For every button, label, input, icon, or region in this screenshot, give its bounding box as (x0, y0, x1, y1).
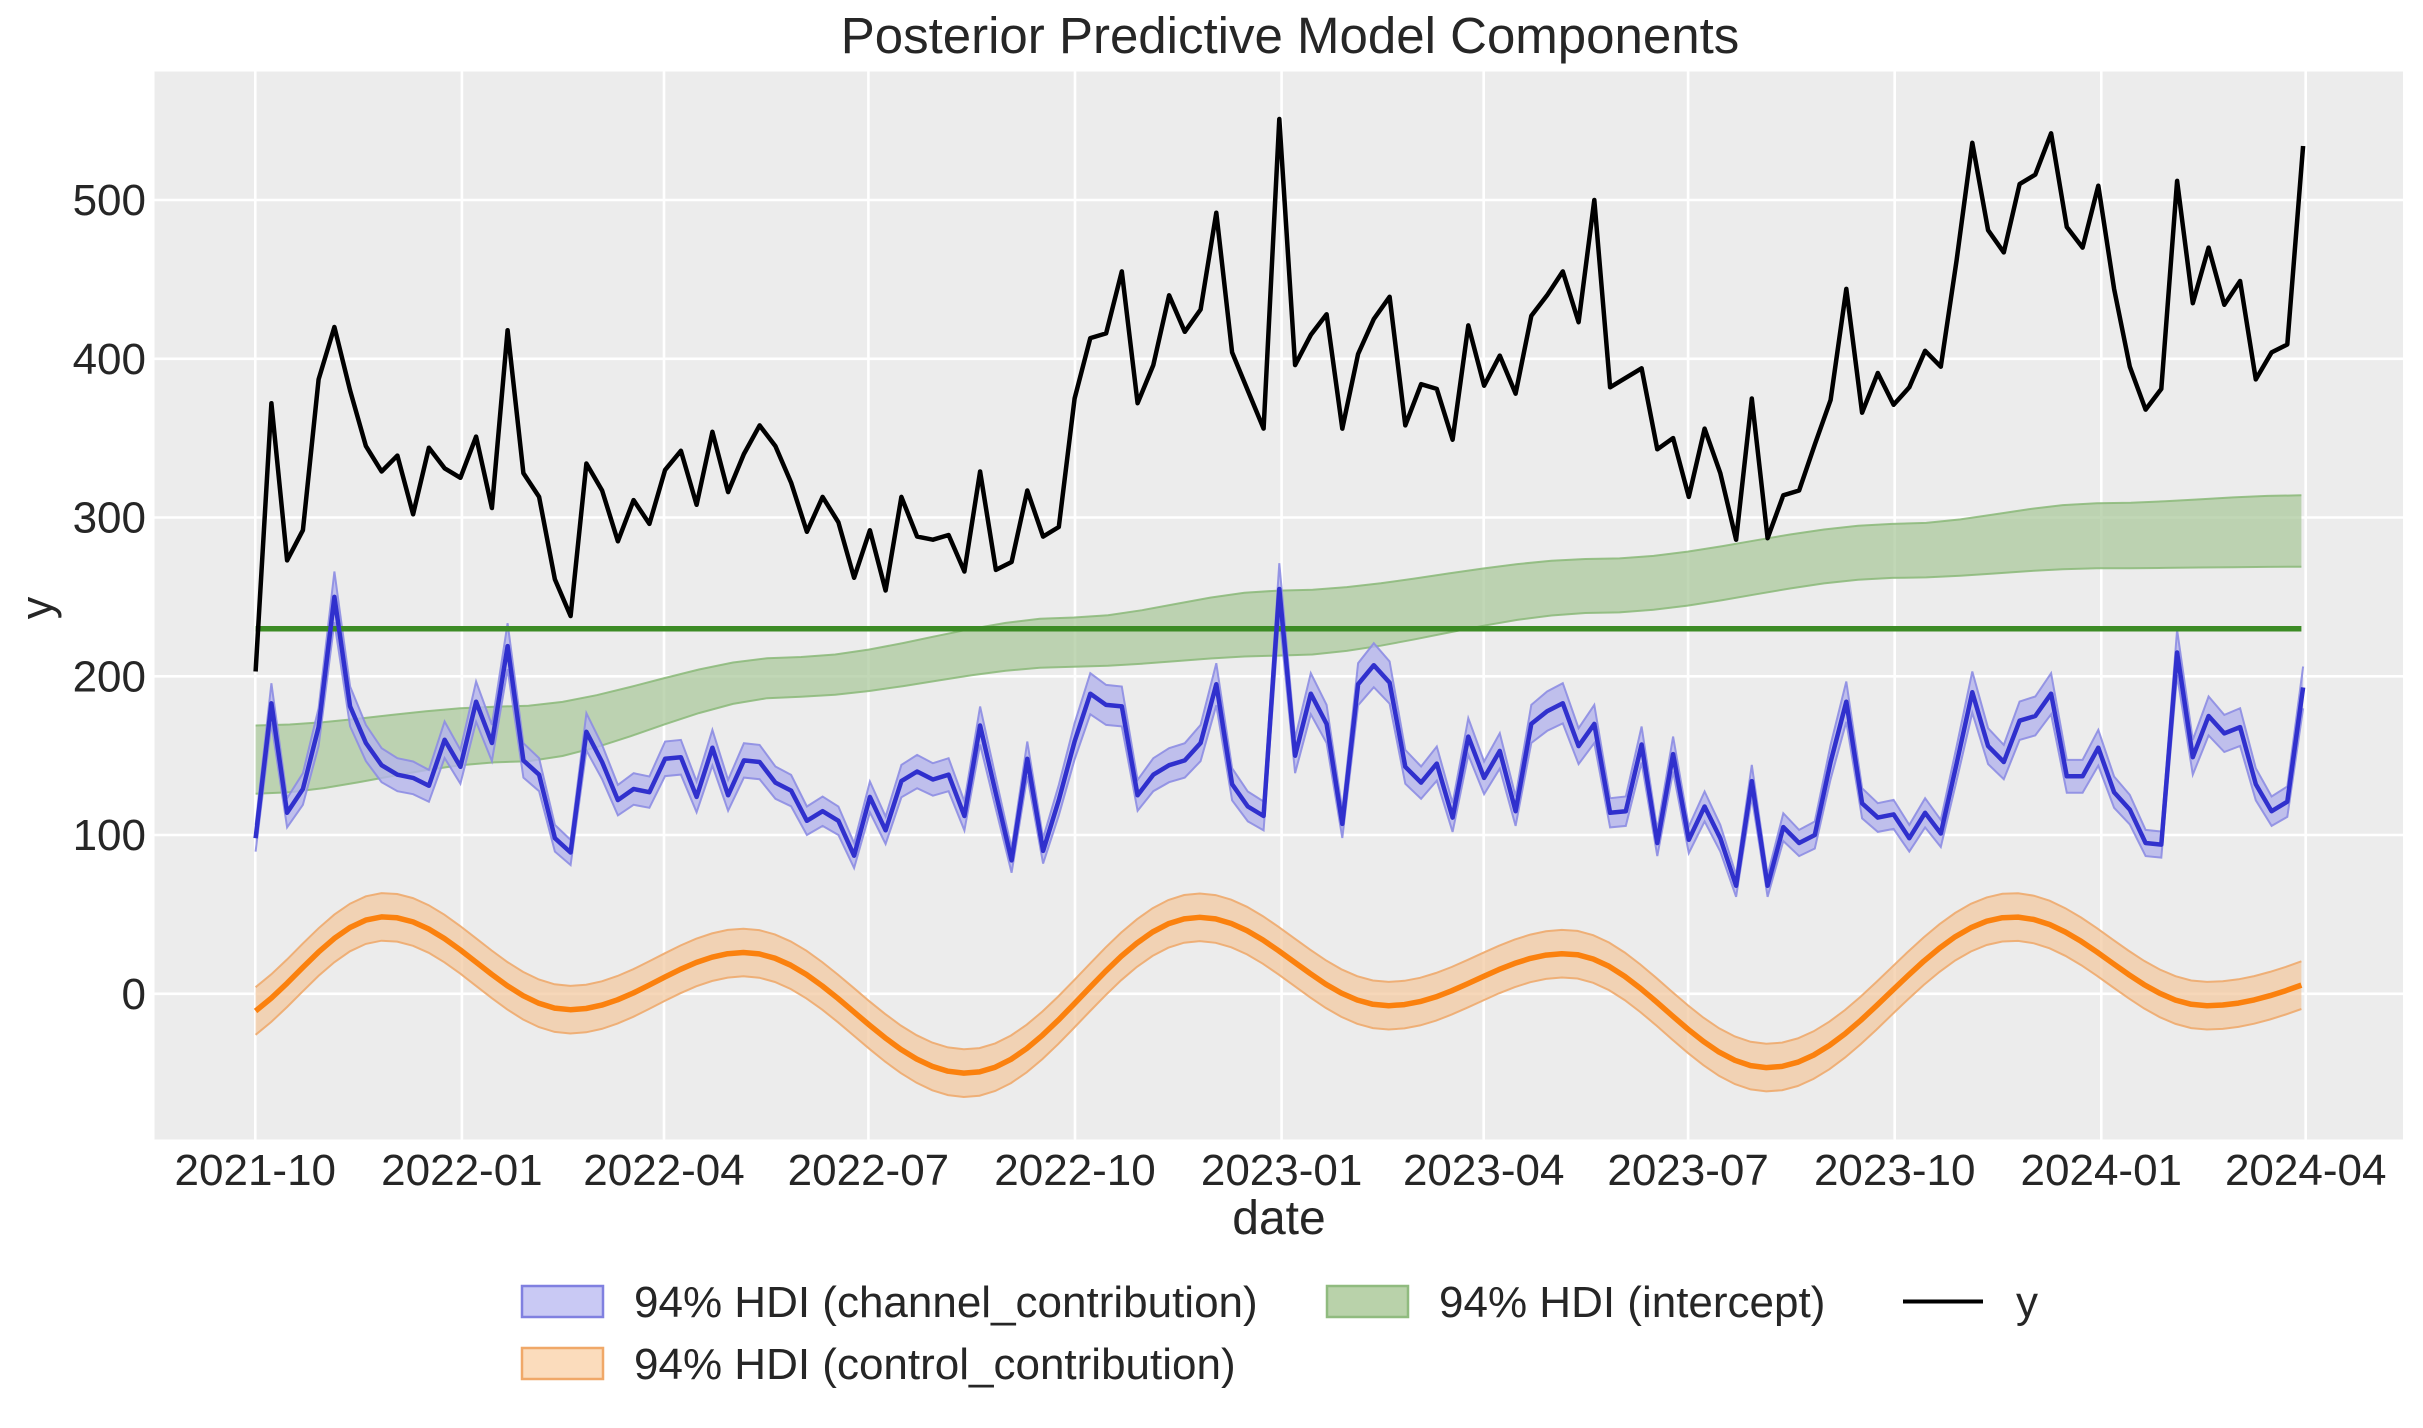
svg-text:Posterior Predictive Model Com: Posterior Predictive Model Components (841, 7, 1740, 64)
svg-text:date: date (1232, 1192, 1325, 1245)
svg-text:200: 200 (73, 652, 146, 701)
svg-text:2022-01: 2022-01 (381, 1146, 542, 1195)
svg-text:2022-04: 2022-04 (583, 1146, 744, 1195)
svg-text:2023-04: 2023-04 (1403, 1146, 1564, 1195)
svg-text:2021-10: 2021-10 (175, 1146, 336, 1195)
svg-text:y: y (2016, 1278, 2038, 1327)
svg-text:100: 100 (73, 811, 146, 860)
svg-text:94% HDI (intercept): 94% HDI (intercept) (1439, 1278, 1825, 1327)
svg-text:94% HDI (channel_contribution): 94% HDI (channel_contribution) (634, 1278, 1258, 1327)
svg-text:0: 0 (122, 970, 146, 1019)
svg-text:400: 400 (73, 335, 146, 384)
svg-text:2023-07: 2023-07 (1607, 1146, 1768, 1195)
svg-text:2023-01: 2023-01 (1201, 1146, 1362, 1195)
svg-text:y: y (11, 596, 62, 619)
svg-text:2022-07: 2022-07 (788, 1146, 949, 1195)
svg-text:2023-10: 2023-10 (1814, 1146, 1975, 1195)
svg-text:500: 500 (73, 176, 146, 225)
svg-text:2024-01: 2024-01 (2021, 1146, 2182, 1195)
svg-text:300: 300 (73, 494, 146, 543)
svg-text:94% HDI (control_contribution): 94% HDI (control_contribution) (634, 1340, 1236, 1389)
svg-text:2024-04: 2024-04 (2225, 1146, 2386, 1195)
svg-text:2022-10: 2022-10 (994, 1146, 1155, 1195)
